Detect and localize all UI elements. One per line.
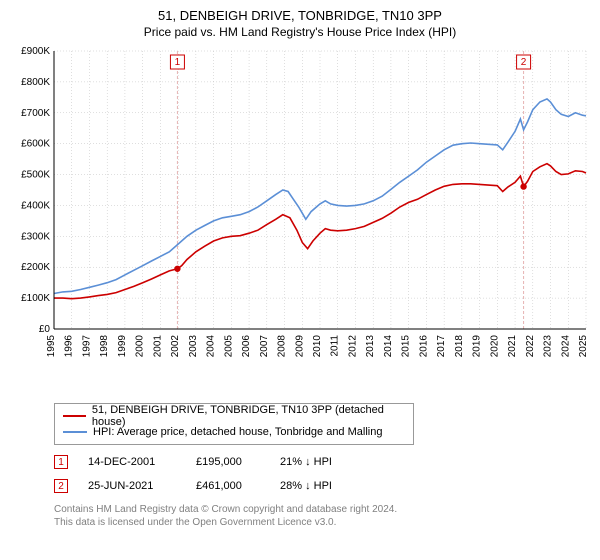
svg-text:2012: 2012: [347, 335, 358, 358]
svg-text:2013: 2013: [365, 335, 376, 358]
svg-text:2018: 2018: [454, 335, 465, 358]
footnote-line: Contains HM Land Registry data © Crown c…: [54, 503, 590, 516]
svg-text:£800K: £800K: [21, 77, 50, 88]
legend-item: 51, DENBEIGH DRIVE, TONBRIDGE, TN10 3PP …: [63, 408, 405, 424]
transaction-badge: 1: [54, 455, 68, 469]
legend-item: HPI: Average price, detached house, Tonb…: [63, 424, 405, 440]
transaction-diff: 28% ↓ HPI: [280, 480, 358, 492]
svg-text:2025: 2025: [578, 335, 589, 358]
svg-text:£0: £0: [39, 324, 51, 335]
legend-swatch: [63, 431, 87, 433]
svg-text:2001: 2001: [152, 335, 163, 358]
transaction-diff: 21% ↓ HPI: [280, 456, 358, 468]
svg-text:£100K: £100K: [21, 293, 50, 304]
svg-text:2023: 2023: [543, 335, 554, 358]
svg-text:1995: 1995: [46, 335, 57, 358]
svg-text:1997: 1997: [81, 335, 92, 358]
footnote: Contains HM Land Registry data © Crown c…: [54, 503, 590, 529]
svg-text:1996: 1996: [64, 335, 75, 358]
svg-text:1999: 1999: [117, 335, 128, 358]
svg-text:2003: 2003: [188, 335, 199, 358]
svg-text:2008: 2008: [277, 335, 288, 358]
transactions-list: 1 14-DEC-2001 £195,000 21% ↓ HPI 2 25-JUN-202…: [10, 455, 590, 493]
transaction-date: 14-DEC-2001: [88, 456, 176, 468]
svg-text:2005: 2005: [223, 335, 234, 358]
svg-text:2004: 2004: [206, 335, 217, 358]
svg-text:2009: 2009: [294, 335, 305, 358]
legend: 51, DENBEIGH DRIVE, TONBRIDGE, TN10 3PP …: [54, 403, 414, 445]
svg-text:1998: 1998: [99, 335, 110, 358]
svg-text:£200K: £200K: [21, 262, 50, 273]
svg-text:2024: 2024: [560, 335, 571, 358]
svg-text:2010: 2010: [312, 335, 323, 358]
svg-text:2011: 2011: [330, 335, 341, 357]
transaction-price: £461,000: [196, 480, 260, 492]
transaction-row: 1 14-DEC-2001 £195,000 21% ↓ HPI: [54, 455, 590, 469]
svg-text:2020: 2020: [489, 335, 500, 358]
svg-text:£600K: £600K: [21, 139, 50, 150]
svg-text:£500K: £500K: [21, 170, 50, 181]
svg-text:2015: 2015: [401, 335, 412, 358]
svg-text:2016: 2016: [418, 335, 429, 358]
svg-text:2022: 2022: [525, 335, 536, 358]
svg-text:£700K: £700K: [21, 108, 50, 119]
svg-text:1: 1: [175, 57, 181, 68]
legend-label: HPI: Average price, detached house, Tonb…: [93, 426, 382, 438]
footnote-line: This data is licensed under the Open Gov…: [54, 516, 590, 529]
transaction-row: 2 25-JUN-2021 £461,000 28% ↓ HPI: [54, 479, 590, 493]
svg-text:2002: 2002: [170, 335, 181, 358]
svg-text:2021: 2021: [507, 335, 518, 358]
transaction-badge: 2: [54, 479, 68, 493]
svg-text:£300K: £300K: [21, 231, 50, 242]
legend-label: 51, DENBEIGH DRIVE, TONBRIDGE, TN10 3PP …: [92, 404, 405, 428]
svg-text:2019: 2019: [472, 335, 483, 358]
chart: £0 £100K £200K £300K £400K £500K £600K £700K £80…: [10, 47, 590, 397]
svg-text:£900K: £900K: [21, 47, 50, 57]
chart-title: 51, DENBEIGH DRIVE, TONBRIDGE, TN10 3PP: [10, 8, 590, 23]
transaction-date: 25-JUN-2021: [88, 480, 176, 492]
svg-text:2006: 2006: [241, 335, 252, 358]
svg-text:2014: 2014: [383, 335, 394, 358]
svg-text:2000: 2000: [135, 335, 146, 358]
legend-swatch: [63, 415, 86, 417]
svg-text:£400K: £400K: [21, 200, 50, 211]
svg-text:2007: 2007: [259, 335, 270, 358]
svg-text:2: 2: [521, 57, 527, 68]
chart-subtitle: Price paid vs. HM Land Registry's House …: [10, 25, 590, 39]
svg-text:2017: 2017: [436, 335, 447, 358]
transaction-price: £195,000: [196, 456, 260, 468]
